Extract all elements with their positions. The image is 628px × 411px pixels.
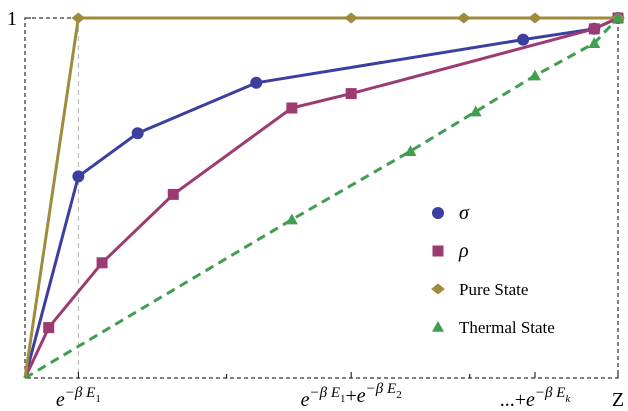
series-3-point-3: [469, 105, 482, 117]
legend-marker-2: [431, 283, 445, 295]
series-2-point-2: [344, 12, 359, 24]
legend-label-2: Pure State: [459, 280, 528, 299]
series-1-point-1: [43, 322, 55, 334]
series-1-point-3: [167, 188, 179, 200]
series-1-point-2: [96, 257, 108, 269]
series-3-point-1: [285, 213, 298, 225]
series-3-point-4: [528, 69, 541, 81]
series-line-1: [23, 16, 619, 379]
y-tick-label-0: 1: [7, 8, 17, 30]
legend-marker-0: [432, 207, 444, 219]
series-line-2: [23, 16, 618, 379]
legend-marker-3: [432, 321, 444, 332]
x-tick-label-3: Z: [612, 389, 624, 411]
legend-label-0: σ: [459, 202, 470, 224]
series-0-point-1: [72, 170, 85, 183]
series-1-point-4: [286, 102, 298, 114]
legend-label-3: Thermal State: [459, 318, 555, 337]
series-1-point-6: [588, 23, 600, 35]
x-tick-label-0: e−β E1: [56, 385, 101, 411]
x-tick-label-2: ...+e−β Ek: [500, 385, 572, 411]
series-0-point-3: [250, 76, 263, 89]
series-2-point-3: [456, 12, 471, 24]
series-3-point-5: [588, 37, 601, 48]
legend-label-1: ρ: [458, 240, 469, 262]
series-3-point-6: [612, 12, 624, 23]
legend-marker-1: [432, 245, 444, 257]
series-2-point-1: [71, 12, 86, 24]
series-2-point-4: [528, 12, 542, 24]
series-0-point-2: [131, 127, 144, 140]
series-0-point-4: [517, 33, 530, 46]
series-3-point-2: [404, 145, 417, 156]
series-1-point-5: [345, 88, 357, 100]
x-tick-label-1: e−β E1+e−β E2: [301, 381, 402, 411]
